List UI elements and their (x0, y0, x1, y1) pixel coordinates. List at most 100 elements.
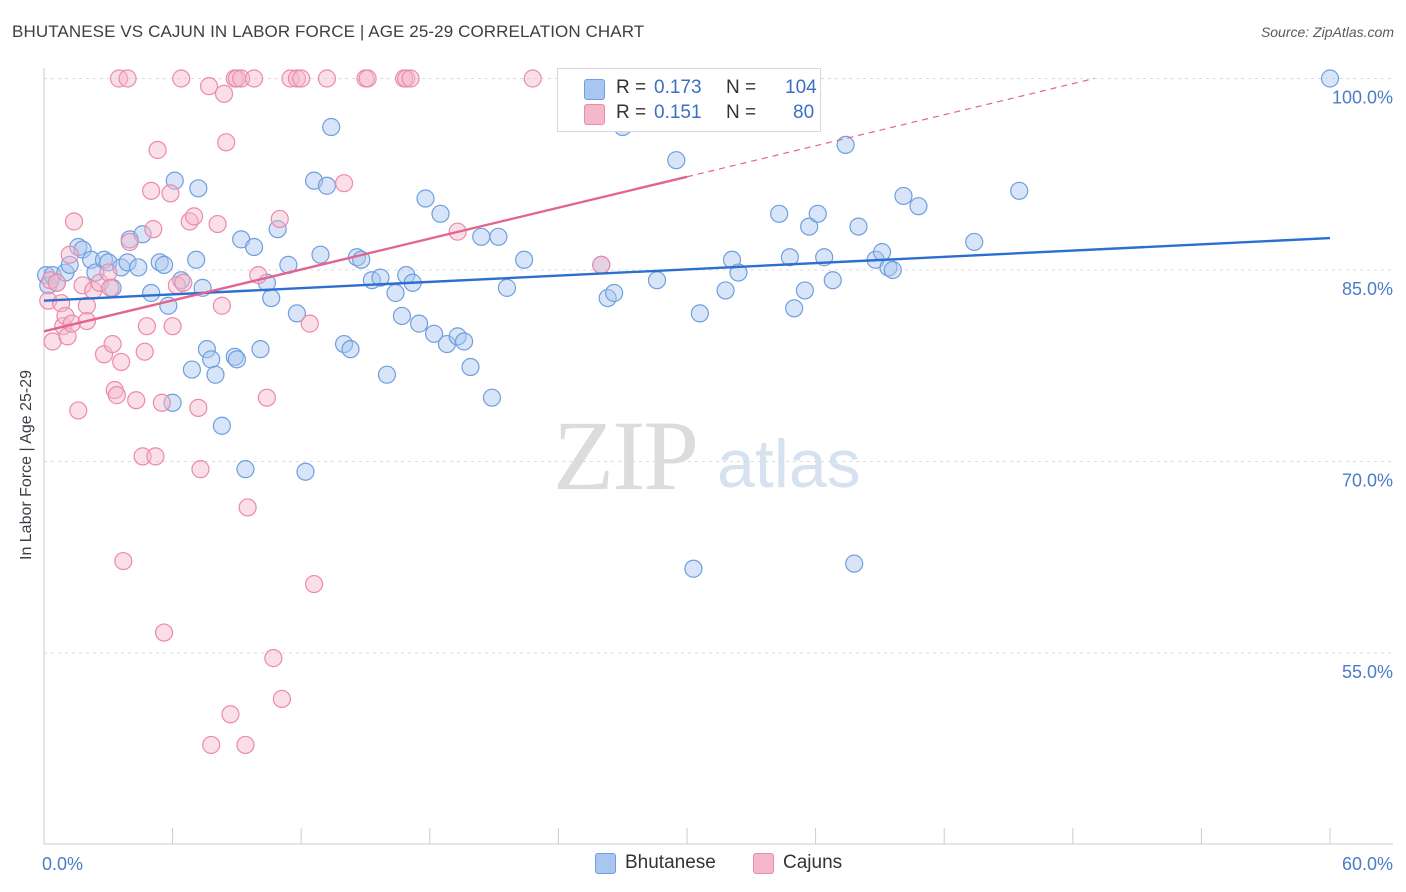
data-point (197, 340, 216, 359)
data-point (133, 447, 152, 466)
legend-n-value: 104 (785, 77, 817, 98)
data-point (184, 207, 204, 226)
data-point (270, 209, 289, 229)
data-point (236, 460, 255, 479)
data-point (182, 360, 201, 379)
y-tick-label: 70.0% (1342, 471, 1393, 491)
data-point (77, 296, 96, 315)
data-point (174, 273, 193, 292)
cajuns-points (39, 69, 611, 755)
data-point (780, 248, 799, 267)
legend-r-value: 0.173 (654, 77, 702, 98)
data-point (206, 365, 225, 384)
data-point (690, 304, 709, 323)
data-point (86, 263, 105, 282)
data-point (154, 255, 174, 274)
data-point (1010, 181, 1029, 200)
data-point (808, 204, 827, 223)
data-point (154, 623, 174, 642)
data-point (431, 204, 450, 223)
y-tick-label: 55.0% (1342, 662, 1393, 682)
legend-n-value: 80 (793, 102, 815, 123)
data-point (454, 332, 474, 351)
data-point (189, 179, 208, 198)
data-point (292, 69, 311, 88)
data-point (296, 462, 315, 481)
legend-n-label: N = (726, 102, 757, 123)
data-point (592, 255, 611, 274)
legend-r-label: R = (616, 102, 647, 123)
data-point (497, 278, 517, 297)
series-swatch-blue (595, 853, 616, 874)
data-point (287, 304, 307, 323)
data-point (236, 735, 255, 755)
data-point (212, 296, 231, 315)
series-label-cajuns: Cajuns (783, 852, 843, 873)
data-point (800, 217, 819, 236)
data-point (482, 388, 502, 407)
legend-swatch-blue (584, 79, 605, 100)
data-point (208, 214, 227, 234)
data-point (262, 288, 281, 308)
data-point (135, 342, 154, 361)
legend-n-label: N = (726, 77, 757, 98)
watermark-atlas: atlas (717, 426, 861, 502)
data-point (103, 334, 122, 354)
data-point (716, 281, 735, 300)
data-point (386, 283, 405, 303)
data-point (416, 189, 435, 208)
data-point (836, 135, 855, 154)
data-point (214, 84, 234, 103)
data-point (667, 151, 686, 170)
data-point (244, 69, 264, 88)
series-swatch-pink (753, 853, 774, 874)
data-point (300, 314, 319, 333)
legend-r-value: 0.151 (654, 102, 702, 123)
data-point (377, 365, 397, 384)
data-point (409, 314, 429, 333)
data-point (397, 69, 416, 88)
data-point (187, 250, 206, 269)
trend-line-cajuns-extension (686, 77, 1095, 178)
data-point (523, 69, 542, 88)
data-point (281, 69, 300, 88)
data-point (304, 574, 324, 594)
trend-lines (43, 77, 1331, 333)
data-point (148, 140, 167, 160)
data-point (311, 245, 330, 264)
data-point (127, 391, 146, 410)
data-point (142, 181, 161, 200)
data-point (317, 176, 337, 195)
data-point (322, 117, 341, 137)
data-point (120, 232, 139, 252)
data-point (144, 220, 163, 239)
data-point (161, 184, 180, 203)
data-point (785, 299, 804, 318)
series-label-bhutanese: Bhutanese (625, 852, 716, 873)
data-point (225, 347, 244, 366)
data-point (99, 263, 118, 282)
data-point (47, 273, 66, 292)
data-point (287, 69, 307, 88)
data-point (238, 498, 257, 517)
data-point (264, 649, 283, 668)
data-point (424, 324, 444, 343)
data-point (257, 388, 277, 407)
source-credit: Source: ZipAtlas.com (1260, 24, 1394, 40)
x-tick-label: 0.0% (42, 854, 83, 874)
data-point (472, 227, 491, 246)
data-point (872, 243, 892, 262)
data-point (118, 69, 137, 88)
y-axis-label-wrap: In Labor Force | Age 25-29 (18, 370, 36, 560)
data-point (60, 255, 79, 274)
data-point (163, 393, 182, 412)
data-point (137, 317, 156, 336)
data-point (244, 237, 264, 257)
data-point (221, 705, 240, 724)
data-point (795, 281, 814, 300)
axes (43, 68, 1393, 845)
data-point (146, 447, 165, 466)
data-point (152, 393, 171, 412)
trend-line-cajuns (43, 175, 688, 333)
data-point (69, 401, 88, 420)
